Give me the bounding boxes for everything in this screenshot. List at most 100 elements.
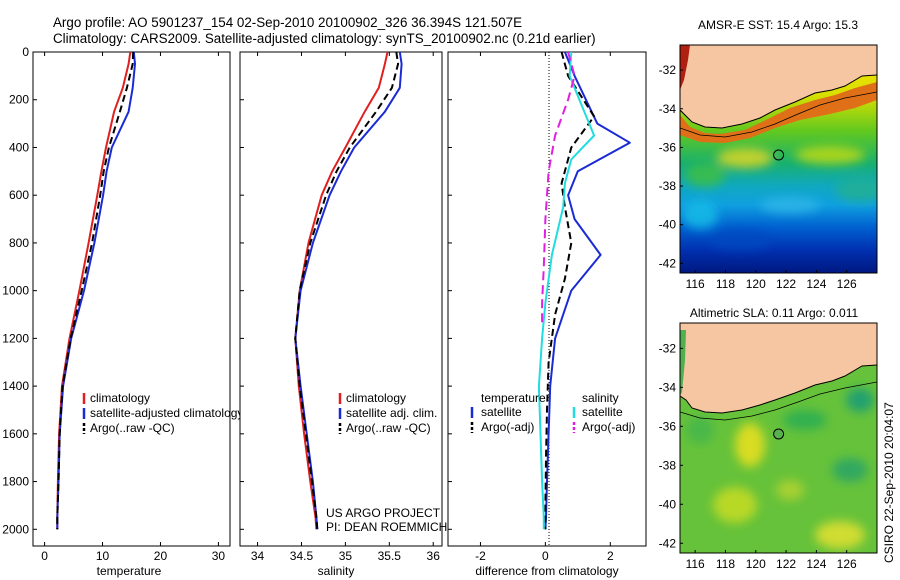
legend-label-climatology: climatology: [90, 391, 150, 405]
difference-series: [537, 52, 631, 530]
lon-tick-label: 124: [806, 277, 826, 291]
sla-isobath: [680, 381, 877, 421]
lon-tick-label: 122: [776, 557, 796, 571]
sst-land: [680, 45, 877, 128]
legend-label-climatology: climatology: [346, 391, 406, 405]
title-line-1: Argo profile: AO 5901237_154 02-Sep-2010…: [53, 15, 522, 30]
sst-coastline: [680, 74, 877, 129]
x-tick-label: 0: [542, 549, 549, 563]
difference-axis-label: difference from climatology: [475, 564, 618, 578]
temperature-legend: climatology satellite-adjusted climatolo…: [82, 391, 243, 435]
sst-warm-west-coast: [680, 45, 690, 90]
salinity-legend: climatology satellite adj. clim. Argo(..…: [338, 391, 437, 435]
lat-tick-label: -32: [659, 341, 677, 355]
lon-tick-label: 122: [776, 277, 796, 291]
series-line-temperature-argo-adj: [544, 52, 596, 530]
lat-tick-label: -42: [659, 256, 677, 270]
title-line-2: Climatology: CARS2009. Satellite-adjuste…: [53, 31, 596, 46]
sla-field-texture: [686, 388, 874, 549]
lon-tick-label: 118: [716, 277, 735, 291]
legend-label-satellite: satellite-adjusted climatology: [90, 406, 243, 420]
series-line-climatology: [294, 52, 389, 530]
lat-tick-label: -42: [659, 536, 677, 550]
sst-isobath: [680, 91, 877, 138]
series-line-argo-raw-qc: [294, 52, 400, 530]
sst-map-frame: [679, 44, 878, 274]
side-timestamp-label: CSIRO 22-Sep-2010 20:04:07: [882, 402, 896, 563]
argo-float-marker: [773, 428, 785, 440]
sst-field-texture: [682, 146, 877, 250]
x-tick-label: 10: [96, 549, 110, 563]
y-tick-label: 1800: [2, 475, 29, 489]
y-tick-label: 1400: [2, 379, 29, 393]
project-annotation-line-1: US ARGO PROJECT: [326, 506, 441, 520]
series-line-satellite-adj-clim: [294, 52, 403, 530]
lat-tick-label: -40: [659, 497, 677, 511]
lon-tick-label: 120: [746, 557, 766, 571]
legend-label-sal-argo: Argo(-adj): [582, 420, 635, 434]
legend-label-temp-satellite: satellite: [481, 405, 522, 419]
x-tick-label: 34: [251, 549, 265, 563]
y-tick-label: 800: [9, 236, 29, 250]
sla-map-title: Altimetric SLA: 0.11 Argo: 0.011: [690, 306, 859, 320]
lat-tick-label: -38: [659, 179, 677, 193]
series-line-salinity-satellite: [537, 52, 596, 530]
difference-tick-marks: [448, 51, 452, 530]
y-tick-label: 600: [9, 188, 29, 202]
y-tick-label: 0: [22, 45, 29, 59]
y-tick-label: 400: [9, 140, 29, 154]
lon-tick-label: 120: [746, 277, 766, 291]
series-line-argo-raw-qc: [56, 52, 135, 530]
y-tick-label: 1000: [2, 284, 29, 298]
lat-tick-label: -34: [659, 380, 677, 394]
x-tick-label: 30: [212, 549, 226, 563]
sla-coastline: [680, 364, 877, 414]
legend-label-argo: Argo(..raw -QC): [346, 421, 431, 435]
lon-tick-label: 126: [837, 277, 857, 291]
y-tick-label: 2000: [2, 522, 29, 536]
salinity-plot-area: [239, 51, 443, 547]
sst-warm-coastal-band: [680, 82, 877, 143]
x-tick-label: 35: [339, 549, 353, 563]
salinity-tick-labels: 34 34.5 35 35.5 36: [251, 52, 440, 563]
project-annotation-line-2: PI: DEAN ROEMMICH: [326, 520, 447, 534]
difference-tick-labels: -2 0 2: [475, 52, 614, 563]
sla-map-axes: 116 118 120 122 124 126 -32 -34 -36 -38 -40 -42: [659, 341, 857, 571]
temperature-axis-label: temperature: [97, 564, 162, 578]
legend-label-sal-satellite: satellite: [582, 405, 623, 419]
y-tick-label: 200: [9, 93, 29, 107]
sla-west-coast-strip: [680, 330, 686, 396]
sst-map: AMSR-E SST: 15.4 Argo: 15.3 116 118 120 122…: [659, 18, 878, 291]
legend-header-temperature: temperature: [481, 391, 546, 405]
legend-label-temp-argo: Argo(-adj): [481, 420, 534, 434]
x-tick-label: 2: [607, 549, 614, 563]
lon-tick-label: 116: [686, 277, 705, 291]
legend-label-argo: Argo(..raw -QC): [90, 421, 175, 435]
sla-map: Altimetric SLA: 0.11 Argo: 0.011 116 118 1…: [659, 306, 878, 571]
series-line-salinity-argo-adj: [541, 52, 576, 327]
temperature-series: [56, 52, 136, 530]
salinity-panel: 34 34.5 35 35.5 36 salinity climatology sate…: [239, 51, 447, 578]
x-tick-label: -2: [475, 549, 486, 563]
salinity-series: [294, 52, 403, 530]
x-tick-label: 35.5: [378, 549, 402, 563]
salinity-tick-marks: [240, 51, 244, 530]
temperature-panel: 0 200 400 600 800 1000 1200 1400 1600 1800 2000 0 1…: [2, 45, 243, 578]
lon-tick-label: 126: [837, 557, 857, 571]
argo-float-marker: [773, 149, 785, 161]
sla-land: [680, 323, 877, 413]
lat-tick-label: -36: [659, 419, 677, 433]
y-tick-label: 1600: [2, 427, 29, 441]
lon-tick-label: 116: [686, 557, 705, 571]
legend-label-satellite: satellite adj. clim.: [346, 406, 437, 420]
series-line-temperature-satellite: [544, 52, 631, 530]
y-tick-label: 1200: [2, 331, 29, 345]
depth-tick-labels: 0 200 400 600 800 1000 1200 1400 1600 1800 2000: [2, 45, 37, 536]
lat-tick-label: -40: [659, 218, 677, 232]
sst-map-title: AMSR-E SST: 15.4 Argo: 15.3: [698, 18, 858, 32]
x-tick-label: 20: [154, 549, 168, 563]
lat-tick-label: -34: [659, 102, 677, 116]
temperature-plot-area: [32, 51, 231, 547]
lat-tick-label: -32: [659, 63, 677, 77]
